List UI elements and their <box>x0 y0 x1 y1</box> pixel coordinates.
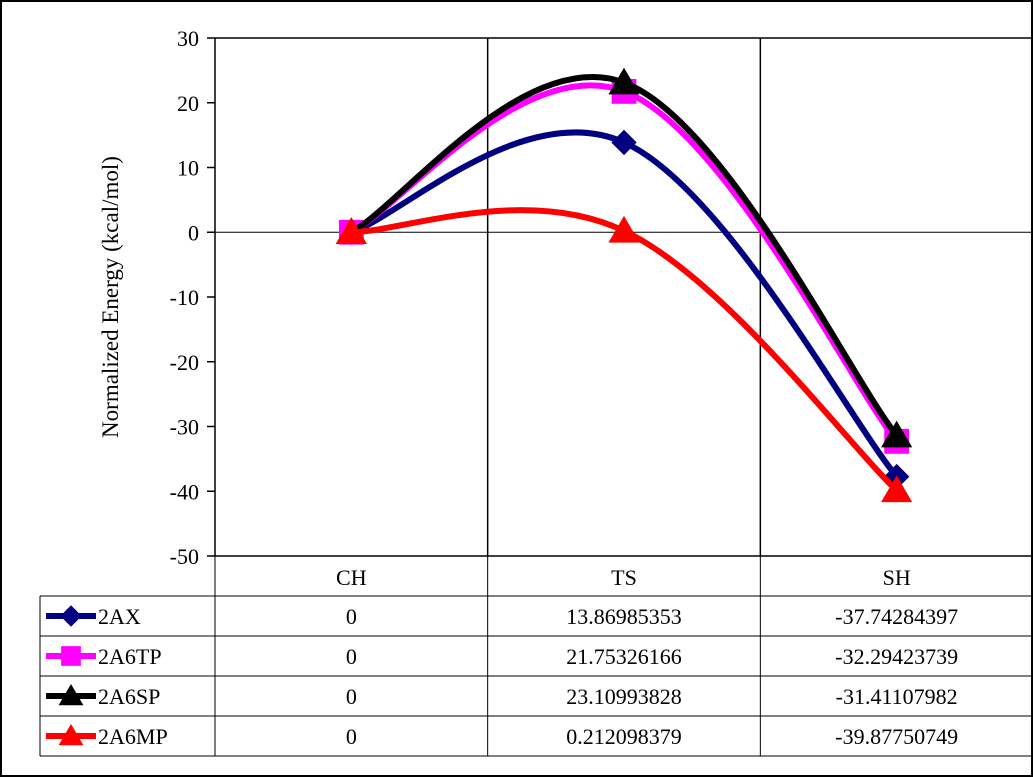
category-label: CH <box>336 565 367 590</box>
data-point <box>611 129 637 156</box>
y-tick-label: 0 <box>188 220 199 245</box>
axis-layer: 30 20 10 0 -10 -20 -30 -40 -50 <box>170 26 1033 569</box>
table-cell: 0 <box>346 644 357 669</box>
legend-marker <box>60 605 82 627</box>
data-table: CH TS SH 2AX 0 13.86985353 -37.74284397 2A6TP 0 2… <box>39 555 1033 757</box>
legend-label: 2A6TP <box>98 644 162 669</box>
table-cell: 0 <box>346 724 357 749</box>
data-point <box>335 217 367 244</box>
table-cell: 0 <box>346 684 357 709</box>
data-point <box>608 215 640 243</box>
y-tick-label: -30 <box>170 415 199 440</box>
legend-label: 2A6SP <box>98 684 160 709</box>
y-tick-label: 20 <box>177 91 199 116</box>
table-cell: 0.212098379 <box>566 724 682 749</box>
data-point <box>881 420 913 448</box>
y-tick-label: -20 <box>170 350 199 375</box>
table-cell: 23.10993828 <box>566 684 682 709</box>
table-cell: -37.74284397 <box>835 604 958 629</box>
series-2a6mp <box>335 207 913 503</box>
y-tick-label: -40 <box>170 479 199 504</box>
legend-marker <box>61 646 81 666</box>
y-axis-title: Normalized Energy (kcal/mol) <box>98 156 123 438</box>
legend-key-2a6tp <box>46 646 96 666</box>
legend-label: 2A6MP <box>98 724 168 749</box>
y-tick-label: -10 <box>170 285 199 310</box>
legend-key-2ax <box>46 605 96 627</box>
y-tick-label: 30 <box>177 26 199 51</box>
category-label: TS <box>611 565 637 590</box>
legend-marker <box>58 724 84 746</box>
table-cell: -39.87750749 <box>835 724 958 749</box>
y-tick-label: -50 <box>170 544 199 569</box>
legend-key-2a6sp <box>46 684 96 706</box>
series-layer <box>335 67 913 503</box>
data-point <box>608 67 640 95</box>
table-cell: 13.86985353 <box>566 604 682 629</box>
legend-marker <box>58 684 84 706</box>
table-cell: -32.29423739 <box>835 644 958 669</box>
table-cell: 0 <box>346 604 357 629</box>
y-tick-label: 10 <box>177 156 199 181</box>
legend-key-2a6mp <box>46 724 96 746</box>
category-label: SH <box>883 565 911 590</box>
table-cell: 21.75326166 <box>566 644 682 669</box>
legend-label: 2AX <box>98 604 141 629</box>
data-point <box>881 475 913 503</box>
table-cell: -31.41107982 <box>836 684 958 709</box>
